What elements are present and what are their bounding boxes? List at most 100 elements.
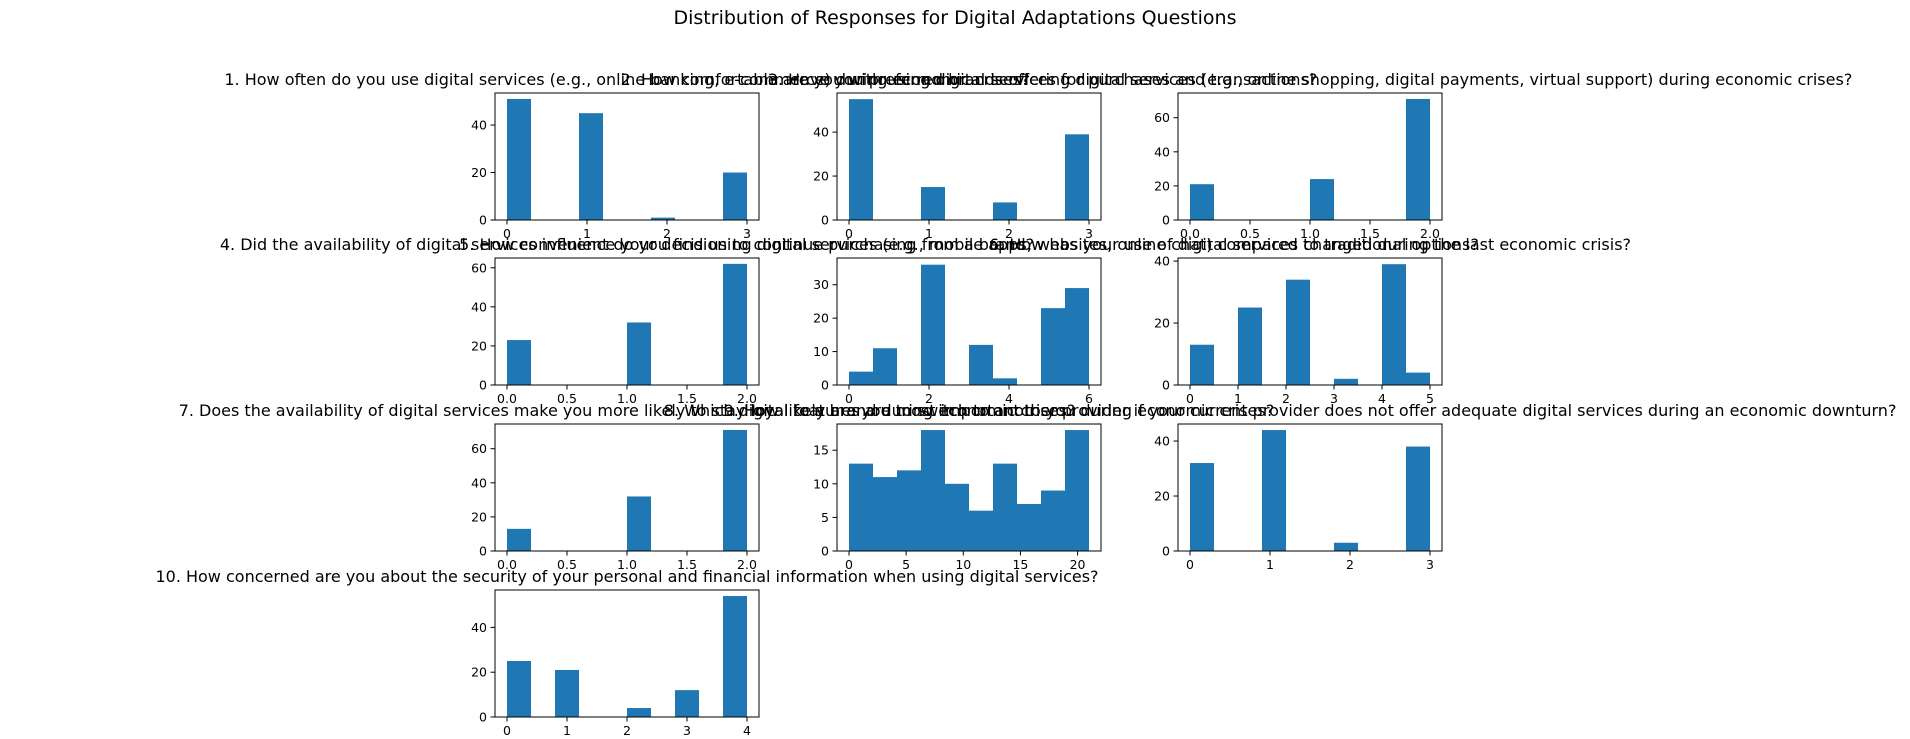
bar [1286,279,1310,385]
axes-frame [1177,257,1443,386]
bar [1041,490,1065,551]
y-tick-label: 0 [821,213,829,228]
bar [1190,344,1214,385]
x-tick-label: 1.0 [617,391,637,406]
x-tick-label: 1 [563,723,571,738]
bar [969,510,993,551]
x-tick-label: 2 [1346,557,1354,572]
bar [945,483,969,551]
x-tick-label: 1.5 [1360,226,1380,241]
x-tick-label: 0 [503,226,511,241]
y-tick-label: 60 [1154,110,1170,125]
bar [507,340,531,385]
x-tick-label: 0.5 [557,557,577,572]
bar [849,371,873,385]
x-tick-label: 0 [1186,391,1194,406]
y-tick-label: 60 [471,260,487,275]
bar [723,429,747,551]
y-tick-label: 40 [471,118,487,133]
bar [993,378,1017,385]
x-tick-label: 1 [925,226,933,241]
y-tick-label: 40 [471,475,487,490]
y-tick-label: 0 [479,378,487,393]
x-tick-label: 2.0 [737,557,757,572]
bar [1041,308,1065,385]
x-tick-label: 1 [583,226,591,241]
bar [651,217,675,220]
x-tick-label: 0.5 [557,391,577,406]
bar [873,477,897,551]
bar [507,661,531,717]
bar [627,708,651,717]
x-tick-label: 20 [1070,557,1086,572]
bar [555,669,579,717]
y-tick-label: 0 [1162,213,1170,228]
bar [1406,98,1430,220]
y-tick-label: 5 [821,510,829,525]
axes-frame [1177,423,1443,552]
y-tick-label: 10 [813,344,829,359]
x-tick-label: 0 [1186,557,1194,572]
y-tick-label: 10 [813,476,829,491]
bar [1238,307,1262,385]
x-tick-label: 2 [1282,391,1290,406]
y-tick-label: 0 [821,378,829,393]
x-tick-label: 3 [1330,391,1338,406]
subplot-title: 1. How often do you use digital services… [224,70,1029,89]
bar [723,172,747,220]
x-tick-label: 3 [683,723,691,738]
subplot-title: 5. How convenient do you find using digi… [459,235,1479,254]
bar [1334,378,1358,385]
subplot-title: 3. Have you preferred brands offering di… [768,70,1853,89]
bar [627,322,651,385]
subplot-title: 9. How likely are you to switch to anoth… [724,401,1897,420]
bar [849,463,873,551]
bar [1382,264,1406,385]
axes-frame [836,257,1102,386]
bar [1065,288,1089,385]
x-tick-label: 4 [743,723,751,738]
bar [993,463,1017,551]
y-tick-label: 15 [813,443,829,458]
y-tick-label: 30 [813,277,829,292]
y-tick-label: 20 [813,169,829,184]
x-tick-label: 6 [1085,391,1093,406]
bar [579,113,603,220]
x-tick-label: 1.0 [1300,226,1320,241]
y-tick-label: 20 [1154,489,1170,504]
x-tick-label: 0 [845,391,853,406]
y-tick-label: 40 [471,620,487,635]
x-tick-label: 0 [845,557,853,572]
bar [1406,446,1430,551]
bar [897,470,921,551]
x-tick-label: 2 [663,226,671,241]
y-tick-label: 20 [471,165,487,180]
x-tick-label: 1.5 [677,557,697,572]
subplot-title: 10. How concerned are you about the secu… [155,567,1098,586]
x-tick-label: 2.0 [737,391,757,406]
bar [1065,430,1089,551]
x-tick-label: 2 [623,723,631,738]
bar [1406,372,1430,385]
bar [1334,542,1358,551]
x-tick-label: 3 [1426,557,1434,572]
x-tick-label: 4 [1378,391,1386,406]
y-tick-label: 0 [1162,544,1170,559]
y-tick-label: 40 [1154,434,1170,449]
y-tick-label: 0 [821,544,829,559]
y-tick-label: 40 [813,125,829,140]
x-tick-label: 1.0 [617,557,637,572]
bar [921,430,945,551]
y-tick-label: 20 [813,311,829,326]
y-tick-label: 40 [471,299,487,314]
bar [1065,134,1089,220]
bar [675,690,699,717]
x-tick-label: 4 [1005,391,1013,406]
bar [723,596,747,717]
y-tick-label: 0 [479,544,487,559]
bar [1310,179,1334,220]
y-tick-label: 20 [471,338,487,353]
x-tick-label: 0.0 [1180,226,1200,241]
axes-frame [494,92,760,221]
